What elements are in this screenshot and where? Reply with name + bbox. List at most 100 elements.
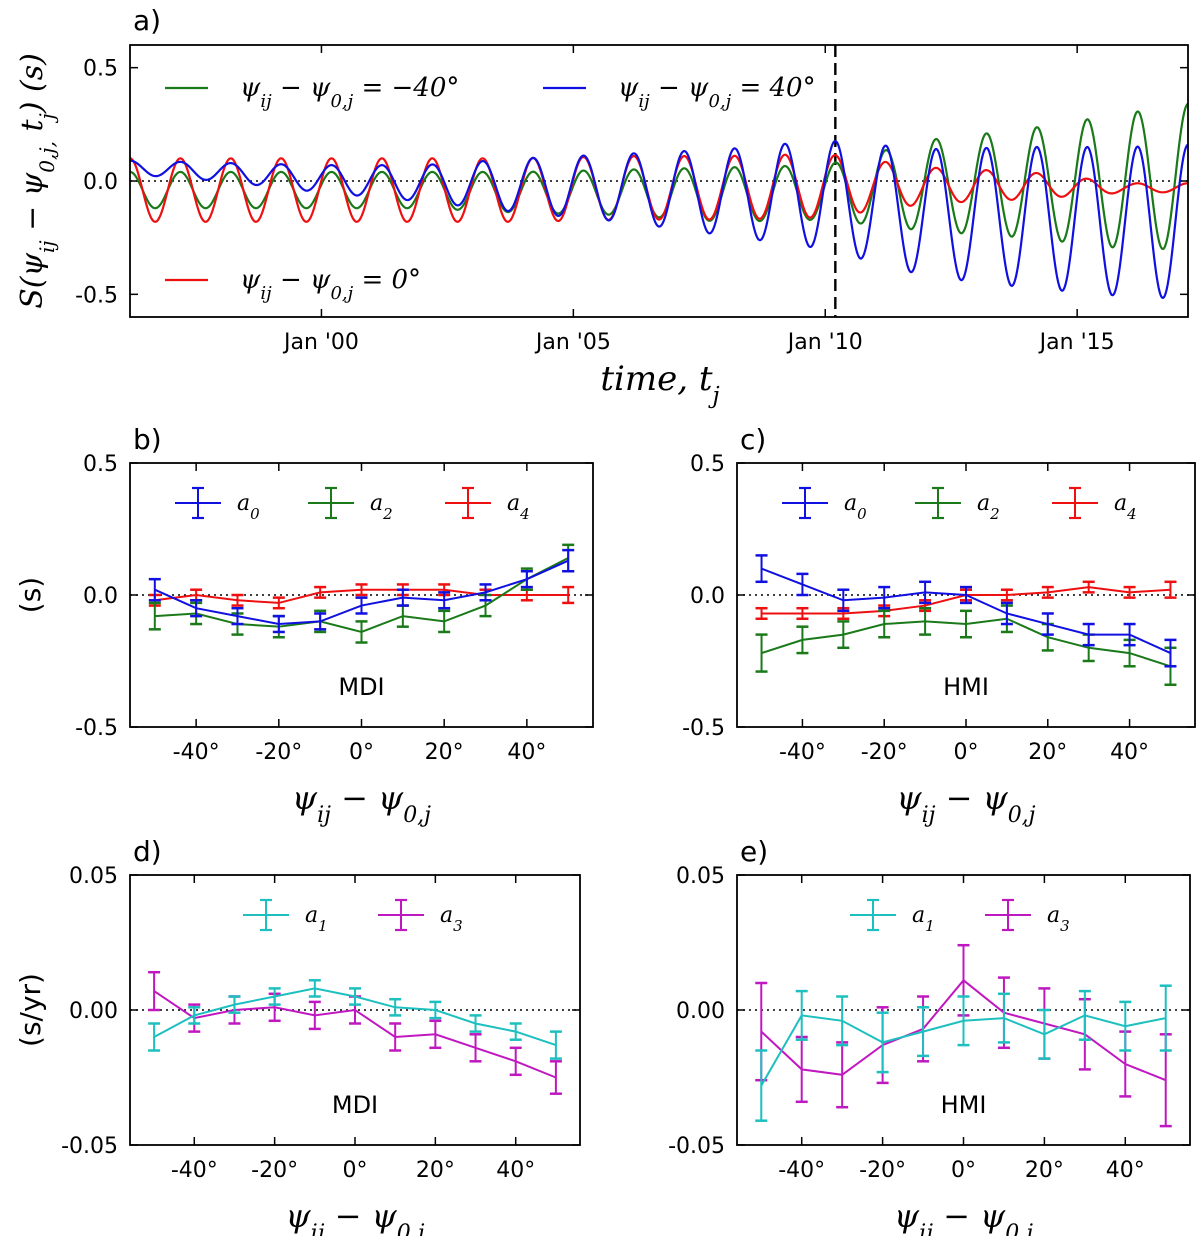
label-text: − ψ [272,265,331,295]
x-axis-label: ψij − ψ0,j [894,1197,1033,1236]
series-a1 [755,984,1172,1122]
error-bar [355,583,368,597]
legend-entry: ψij − ψ0,j = 0° [165,265,421,304]
y-tick-label: 0.0 [83,170,118,195]
x-tick-label: 40° [496,1158,535,1183]
y-tick-label: 0.05 [676,864,725,889]
error-bar [148,970,161,1012]
error-bar [190,599,203,618]
instrument-label: HMI [943,673,989,701]
error-bar [795,989,808,1041]
plot-frame [129,874,581,1146]
legend-label-sub: 3 [1060,917,1070,935]
error-bar [308,979,321,998]
legend-entry: a3 [378,898,463,935]
label-text: = 0° [353,265,421,295]
label-subscript: ij [922,803,936,828]
label-text: − ψ [650,73,709,103]
error-bar [469,1033,482,1063]
error-bar [429,1019,442,1050]
error-bar [878,585,891,610]
error-bar [1082,622,1095,647]
error-bar [1123,622,1136,647]
x-axis-label: ψij − ψ0,j [285,1197,424,1236]
y-tick-label: 0.00 [676,999,725,1024]
error-bar [1082,580,1095,594]
label-text: t [15,119,50,142]
error-bar [228,995,241,1014]
label-subscript: 0,j [1008,803,1036,828]
label-subscript: 0,j [403,803,431,828]
legend-label-sub: 2 [989,505,1000,523]
label-subscript: ij [311,1221,325,1236]
error-bar [148,1022,161,1052]
error-bar [355,596,368,615]
label-text: ψ [285,1197,311,1235]
legend-entry: a0 [175,486,260,523]
error-bar [429,1000,442,1020]
x-tick-label: -40° [171,1158,218,1183]
legend-label: a3 [440,903,463,935]
legend-label: a0 [237,491,260,523]
error-bar [1164,580,1177,599]
x-tick-label: -20° [861,740,908,765]
error-bar [878,609,891,639]
label-text: ) (s) [15,53,50,114]
label-text: ψ [618,73,639,103]
error-bar [837,620,850,650]
error-bar [308,1000,321,1031]
label-subscript: ij [260,91,272,112]
plot-frame [129,44,1189,318]
label-text: ψ [894,1197,920,1235]
x-tick-label: -20° [859,1158,906,1183]
error-bar [355,620,368,644]
y-tick-label: -0.05 [61,1134,118,1159]
error-bar [1164,638,1177,668]
label-subscript: 0,j, [35,141,59,173]
legend-label-sub: 4 [519,505,530,523]
error-bar [549,1030,562,1060]
y-tick-label: 0.0 [83,584,118,609]
error-bar [349,987,361,1006]
error-bar [796,625,809,655]
x-tick-label: 20° [1028,740,1067,765]
legend-entry: a4 [445,486,530,523]
legend-label-base: a [844,491,857,516]
panel-a: Jan '00 Jan '05 Jan '10 Jan '150.50.0-0.5ψi… [15,4,1189,409]
legend-label: ψij − ψ0,j = 40° [618,73,816,112]
legend-entry: a2 [308,486,393,523]
error-bar [479,583,492,602]
legend-label-base: a [305,903,318,928]
error-bar [438,591,451,610]
error-bar [188,1006,201,1025]
label-subscript: 0,j [330,283,353,304]
panel-label: d) [133,835,162,868]
x-tick-label: 0° [349,740,374,765]
label-text: ψ [896,779,922,817]
legend-label: ψij − ψ0,j = 0° [240,265,421,304]
legend-label-base: a [912,903,925,928]
x-tick-label: Jan '00 [282,330,359,355]
legend-label: a2 [370,491,393,523]
panel-label: e) [740,835,768,868]
error-bar [755,1049,768,1122]
error-bar [837,588,850,613]
error-bar [997,992,1010,1044]
label-subscript: ij [638,91,650,112]
error-bar [469,1014,482,1033]
series-line-blue [130,139,1188,300]
plot-frame [129,462,594,728]
label-subscript: ij [35,240,59,253]
label-text: − ψ [324,1197,397,1235]
error-bar [562,548,575,573]
error-bar [272,614,285,634]
legend-label-sub: 0 [250,505,260,523]
legend-label-sub: 1 [318,917,328,935]
error-bar [1041,585,1054,599]
error-bar [520,569,533,589]
legend-label-sub: 4 [1126,505,1137,523]
y-axis-label: S(ψij − ψ0,j, tj) (s) [15,53,59,309]
label-subscript: ij [260,283,272,304]
